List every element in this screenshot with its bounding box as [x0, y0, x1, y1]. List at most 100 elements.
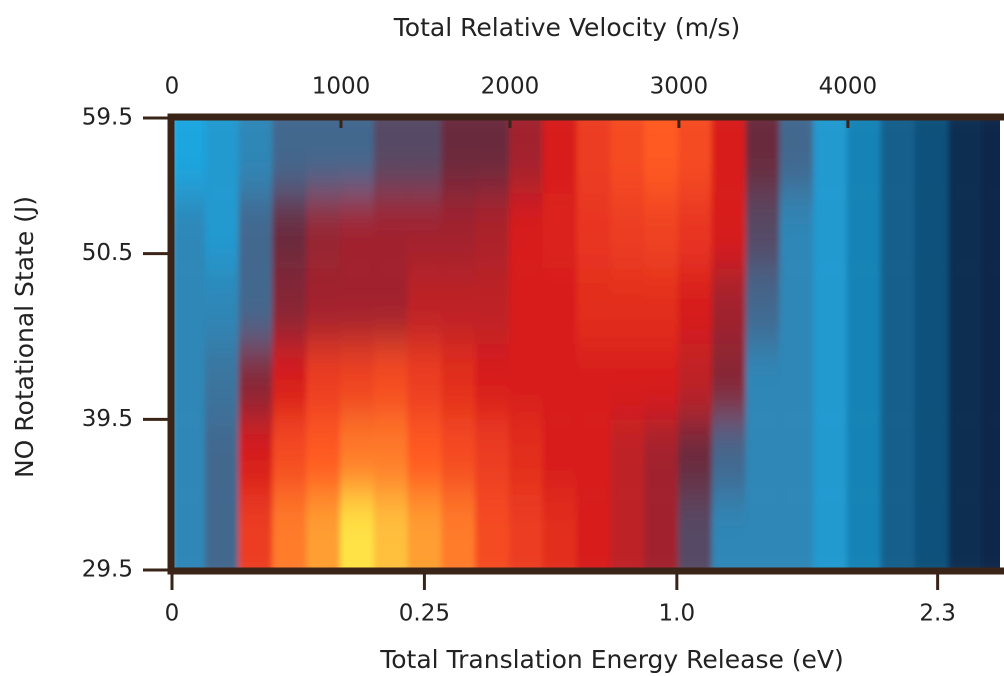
heat-cell: [677, 118, 714, 194]
heat-cell: [475, 419, 511, 495]
heat-cell: [238, 118, 275, 194]
heat-cell: [475, 268, 511, 344]
heat-cell: [576, 344, 613, 420]
heat-cell: [711, 268, 748, 344]
heat-cell: [172, 118, 207, 194]
heat-cell: [677, 193, 714, 269]
heat-cell: [172, 419, 207, 495]
heat-cell: [880, 494, 917, 570]
heat-cell: [272, 344, 309, 420]
heat-cell: [948, 419, 985, 495]
heat-cell: [204, 344, 241, 420]
heat-cell: [576, 118, 613, 194]
heat-cell: [172, 268, 207, 344]
heat-cell: [880, 193, 917, 269]
heat-cell: [339, 268, 376, 344]
heat-cell: [407, 494, 444, 570]
heat-cell: [306, 118, 342, 194]
x-tick-label: 1000: [312, 74, 371, 100]
heat-cell: [238, 193, 275, 269]
heat-cell: [779, 494, 816, 570]
heat-cell: [441, 268, 478, 344]
x2-tick-label: 2.3: [919, 601, 956, 627]
heat-cell: [948, 193, 985, 269]
heat-cell: [813, 118, 849, 194]
heat-cell: [407, 193, 444, 269]
heat-cell: [339, 344, 376, 420]
heat-cell: [711, 193, 748, 269]
heat-cell: [948, 268, 985, 344]
heat-cell: [373, 344, 410, 420]
heat-cell: [339, 193, 376, 269]
heat-cell: [542, 419, 579, 495]
heat-cell: [813, 268, 849, 344]
heat-cell: [441, 419, 478, 495]
x2-tick-label: 1.0: [659, 601, 696, 627]
x-tick-label: 2000: [481, 74, 540, 100]
heat-cell: [711, 494, 748, 570]
x2-tick-label: 0: [165, 601, 180, 627]
heat-cell: [576, 193, 613, 269]
heat-cell: [407, 268, 444, 344]
heat-cell: [576, 419, 613, 495]
heat-cell: [982, 344, 1000, 420]
heat-cell: [407, 419, 444, 495]
heat-cell: [542, 494, 579, 570]
heat-cell: [238, 419, 275, 495]
heat-cell: [779, 118, 816, 194]
heat-cell: [272, 118, 309, 194]
heat-cell: [508, 494, 545, 570]
heat-cell: [272, 268, 309, 344]
heat-cell: [914, 118, 951, 194]
heat-cell: [711, 419, 748, 495]
heat-cell: [238, 494, 275, 570]
heat-cell: [339, 118, 376, 194]
heat-cell: [846, 118, 883, 194]
heat-cell: [644, 494, 680, 570]
heat-cell: [204, 494, 241, 570]
plot-frame: [167, 113, 1004, 575]
heat-cell: [779, 419, 816, 495]
heat-cell: [779, 344, 816, 420]
heat-cell: [813, 494, 849, 570]
heat-cell: [982, 419, 1000, 495]
heat-cell: [508, 344, 545, 420]
heat-cell: [172, 344, 207, 420]
x2-tick-label: 0.25: [399, 601, 450, 627]
heat-cell: [508, 193, 545, 269]
heat-cell: [745, 494, 782, 570]
x2-axis-title: Total Translation Energy Release (eV): [379, 645, 844, 674]
heat-cell: [508, 118, 545, 194]
heat-cell: [745, 193, 782, 269]
heat-cell: [644, 268, 680, 344]
heat-cell: [475, 193, 511, 269]
heat-cell: [982, 118, 1000, 194]
heat-cell: [272, 419, 309, 495]
heat-cell: [339, 419, 376, 495]
heat-cell: [813, 193, 849, 269]
heat-cell: [441, 193, 478, 269]
heat-cell: [677, 344, 714, 420]
heat-cell: [272, 494, 309, 570]
heat-cell: [948, 118, 985, 194]
heat-cell: [204, 118, 241, 194]
heat-cell: [272, 193, 309, 269]
heat-cell: [542, 118, 579, 194]
heat-cell: [813, 419, 849, 495]
heat-cell: [204, 193, 241, 269]
heat-cell: [441, 494, 478, 570]
heat-cell: [306, 494, 342, 570]
heat-cell: [542, 268, 579, 344]
heat-cell: [880, 419, 917, 495]
heat-cell: [982, 494, 1000, 570]
heat-cell: [745, 419, 782, 495]
heat-cell: [542, 344, 579, 420]
x-tick-label: 4000: [819, 74, 878, 100]
heat-cell: [475, 494, 511, 570]
x-axis-title: Total Relative Velocity (m/s): [393, 13, 740, 42]
heat-cell: [204, 419, 241, 495]
heat-cell: [677, 494, 714, 570]
y-axis-title: NO Rotational State (J): [10, 196, 39, 478]
heat-cell: [508, 268, 545, 344]
heatmap: [172, 118, 1000, 570]
